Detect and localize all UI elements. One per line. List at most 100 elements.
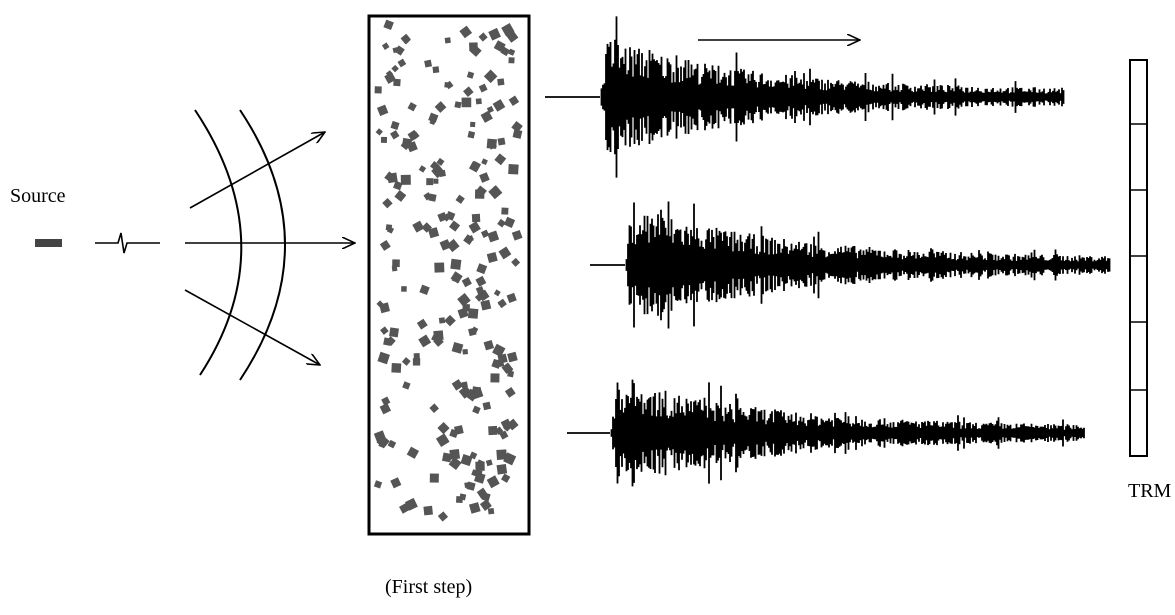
scatterer — [397, 58, 407, 68]
scatterer — [492, 99, 506, 112]
source-label: Source — [10, 185, 66, 207]
scatterer — [511, 229, 523, 241]
scatterer — [413, 353, 420, 360]
scatterer — [492, 343, 506, 358]
scatterer — [457, 293, 471, 307]
scatterer — [483, 339, 495, 351]
scatterer — [416, 318, 428, 330]
scatterer — [486, 251, 498, 263]
scatterer — [493, 40, 506, 53]
scatterer — [460, 454, 473, 467]
scatterer — [374, 86, 382, 94]
trm-label: TRM — [1128, 480, 1172, 502]
scatterer — [479, 172, 490, 183]
scatterer — [462, 304, 470, 312]
scatterer — [505, 365, 514, 374]
scatterer — [428, 227, 440, 239]
scatterer — [463, 86, 474, 97]
scatterer — [508, 48, 516, 56]
scatterer — [448, 456, 462, 470]
scatterer — [423, 505, 433, 516]
scatterer — [389, 327, 399, 338]
scatterer — [487, 507, 495, 515]
scatterer — [428, 193, 437, 202]
scatterer — [506, 292, 517, 304]
scatterer — [379, 403, 392, 415]
scatterer — [468, 221, 481, 234]
waveform — [590, 201, 1111, 329]
scatterer — [450, 258, 462, 270]
scatterer — [451, 379, 464, 391]
scatterer — [412, 220, 425, 233]
scatterer — [438, 317, 446, 324]
arrow — [184, 289, 320, 365]
scatterer — [476, 263, 488, 275]
scatterer — [506, 418, 519, 431]
pulse — [95, 232, 160, 254]
scatterer — [499, 430, 509, 440]
scatterer — [432, 66, 440, 74]
scatterer — [461, 381, 468, 389]
scatterer — [406, 446, 420, 459]
scatterer — [444, 37, 451, 44]
scatterer — [512, 129, 523, 139]
scatterer — [483, 69, 498, 84]
scatterer — [497, 218, 506, 228]
scatterer — [400, 174, 411, 185]
scatterer — [480, 229, 490, 238]
scatterer — [377, 351, 390, 365]
scatterer — [474, 189, 485, 199]
scatterer — [433, 178, 439, 184]
scatterer — [402, 381, 411, 390]
scatterer — [404, 497, 418, 511]
scatterer — [461, 277, 472, 288]
scatterer — [437, 421, 450, 435]
scatterer — [462, 348, 468, 355]
scatterer — [480, 110, 493, 123]
scatterer — [469, 42, 478, 52]
scatterer — [439, 239, 452, 251]
scatterer — [508, 95, 520, 106]
scatterer — [448, 220, 461, 232]
scatterer — [494, 426, 504, 435]
scatterer — [461, 97, 472, 108]
scatterer — [481, 158, 488, 165]
scatterer — [375, 128, 383, 136]
scatterer — [493, 289, 501, 297]
scatterer — [394, 45, 405, 56]
scatterer — [471, 213, 481, 223]
scatterer — [500, 473, 511, 483]
scatterer — [436, 157, 445, 166]
signals — [545, 16, 1111, 487]
scatterer — [503, 216, 516, 228]
scatterer — [385, 70, 394, 78]
wavefront — [239, 109, 286, 381]
scatterer — [441, 452, 452, 463]
scatterer — [473, 472, 486, 484]
scatterer — [476, 487, 488, 499]
waveform — [567, 379, 1085, 487]
scatterer — [429, 161, 440, 171]
scatterer — [401, 286, 407, 292]
scatterer — [451, 342, 464, 354]
scatterer — [474, 292, 484, 302]
scatterer — [490, 373, 500, 383]
scatterer — [393, 78, 401, 87]
scatterer — [479, 499, 492, 511]
scatterer — [418, 334, 432, 348]
scatterer — [418, 165, 427, 173]
scatterer — [381, 396, 391, 406]
scatterer — [500, 418, 512, 430]
scatterer — [376, 435, 390, 449]
scatterer — [449, 448, 461, 460]
scatterer — [383, 19, 394, 31]
scatterer — [485, 459, 493, 467]
scatterer — [429, 403, 439, 414]
arrow — [189, 132, 325, 209]
scatterer — [507, 351, 518, 363]
scatterer — [407, 129, 419, 142]
scatterer — [454, 101, 462, 109]
scatterer — [478, 32, 488, 42]
scatterers — [373, 19, 523, 522]
